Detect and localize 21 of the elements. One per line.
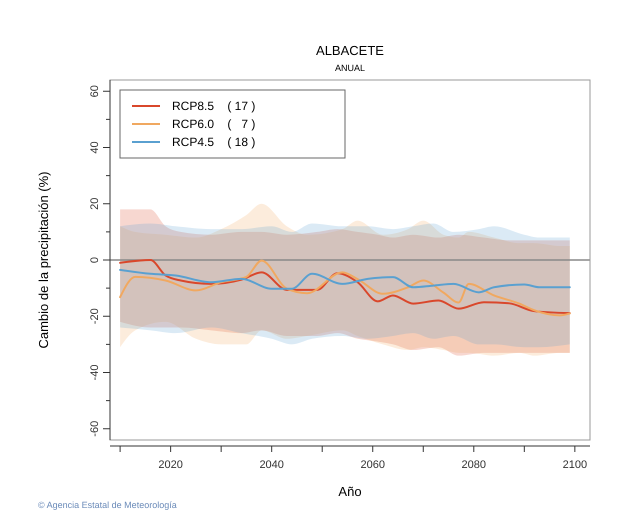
y-axis-title: Cambio de la precipitación (%): [36, 171, 51, 349]
legend-label: RCP8.5 ( 17 ): [172, 99, 256, 113]
y-tick-label: -40: [89, 364, 101, 380]
y-tick-label: 20: [89, 198, 101, 210]
y-tick-label: 60: [89, 85, 101, 98]
y-tick-label: -20: [89, 308, 101, 324]
x-tick-label: 2100: [562, 459, 588, 471]
x-tick-label: 2040: [259, 459, 284, 471]
y-tick-label: -60: [89, 420, 101, 437]
chart-subtitle: ANUAL: [334, 63, 366, 73]
text: © Agencia Estatal de Meteorología: [38, 500, 177, 510]
chart-title: ALBACETE: [316, 43, 384, 58]
y-tick-label: 0: [89, 256, 101, 264]
y-tick-label: 40: [89, 141, 101, 154]
legend-label: RCP4.5 ( 18 ): [172, 135, 256, 149]
x-tick-label: 2060: [360, 459, 385, 471]
legend-label: RCP6.0 ( 7 ): [172, 117, 256, 131]
line-series: [119, 268, 571, 294]
x-tick-label: 2080: [462, 459, 486, 471]
x-tick-label: 2020: [158, 459, 183, 471]
x-axis-title: Año: [338, 484, 362, 499]
